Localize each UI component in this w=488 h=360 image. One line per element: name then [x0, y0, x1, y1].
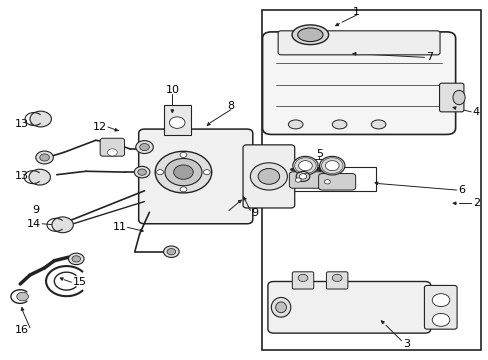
Circle shape [36, 151, 53, 164]
Text: 13: 13 [14, 120, 28, 129]
Circle shape [52, 217, 73, 233]
Ellipse shape [324, 180, 330, 184]
Text: 4: 4 [472, 107, 479, 117]
Circle shape [163, 246, 179, 257]
Text: 10: 10 [165, 85, 179, 95]
Bar [261, 10, 480, 350]
Circle shape [134, 166, 150, 178]
Ellipse shape [275, 302, 286, 313]
FancyBboxPatch shape [318, 174, 355, 190]
Circle shape [140, 144, 149, 150]
Ellipse shape [319, 156, 344, 175]
Bar [281, 167, 375, 191]
Circle shape [72, 256, 81, 262]
Circle shape [164, 158, 202, 186]
Circle shape [68, 253, 84, 265]
Circle shape [431, 294, 449, 307]
Text: 8: 8 [227, 102, 234, 112]
FancyBboxPatch shape [262, 32, 455, 134]
FancyBboxPatch shape [326, 272, 347, 289]
Text: 2: 2 [472, 198, 479, 208]
Text: 1: 1 [352, 7, 360, 17]
FancyBboxPatch shape [289, 172, 326, 188]
Circle shape [180, 152, 186, 157]
Text: 3: 3 [402, 339, 409, 349]
FancyBboxPatch shape [100, 138, 124, 156]
Ellipse shape [452, 90, 464, 105]
Text: 11: 11 [112, 222, 126, 232]
Text: 15: 15 [72, 277, 86, 287]
Circle shape [155, 151, 211, 193]
Ellipse shape [296, 171, 309, 181]
Ellipse shape [298, 274, 307, 282]
FancyBboxPatch shape [243, 145, 294, 208]
Ellipse shape [298, 161, 312, 171]
Ellipse shape [325, 161, 338, 171]
Circle shape [30, 111, 51, 127]
Text: 7: 7 [425, 52, 432, 62]
Circle shape [29, 169, 50, 185]
FancyBboxPatch shape [424, 285, 456, 329]
Text: 9: 9 [250, 208, 258, 218]
Ellipse shape [271, 297, 290, 317]
Ellipse shape [331, 274, 341, 282]
Text: 14: 14 [26, 219, 41, 229]
Ellipse shape [295, 178, 301, 182]
Ellipse shape [292, 156, 318, 175]
Circle shape [156, 170, 163, 175]
Ellipse shape [297, 28, 323, 41]
Text: 6: 6 [457, 185, 464, 195]
FancyBboxPatch shape [278, 31, 439, 55]
Circle shape [167, 248, 175, 255]
Text: 9: 9 [32, 206, 40, 216]
Circle shape [250, 163, 287, 190]
Circle shape [431, 314, 449, 326]
Circle shape [136, 141, 153, 153]
Ellipse shape [299, 174, 306, 179]
Circle shape [17, 292, 28, 301]
Text: 16: 16 [14, 325, 28, 335]
Circle shape [138, 169, 146, 175]
Circle shape [107, 149, 117, 156]
Circle shape [173, 165, 193, 179]
FancyBboxPatch shape [439, 83, 463, 112]
Text: 13: 13 [14, 171, 28, 181]
Circle shape [40, 154, 49, 161]
Circle shape [180, 187, 186, 192]
Circle shape [258, 168, 279, 184]
Bar [163, 105, 190, 135]
Circle shape [203, 170, 210, 175]
Ellipse shape [291, 25, 328, 45]
Ellipse shape [331, 120, 346, 129]
Ellipse shape [288, 120, 303, 129]
Text: 12: 12 [93, 122, 107, 132]
Circle shape [169, 117, 184, 129]
FancyBboxPatch shape [267, 282, 430, 333]
Text: 5: 5 [316, 149, 323, 159]
FancyBboxPatch shape [292, 272, 313, 289]
Ellipse shape [370, 120, 385, 129]
FancyBboxPatch shape [139, 129, 252, 224]
